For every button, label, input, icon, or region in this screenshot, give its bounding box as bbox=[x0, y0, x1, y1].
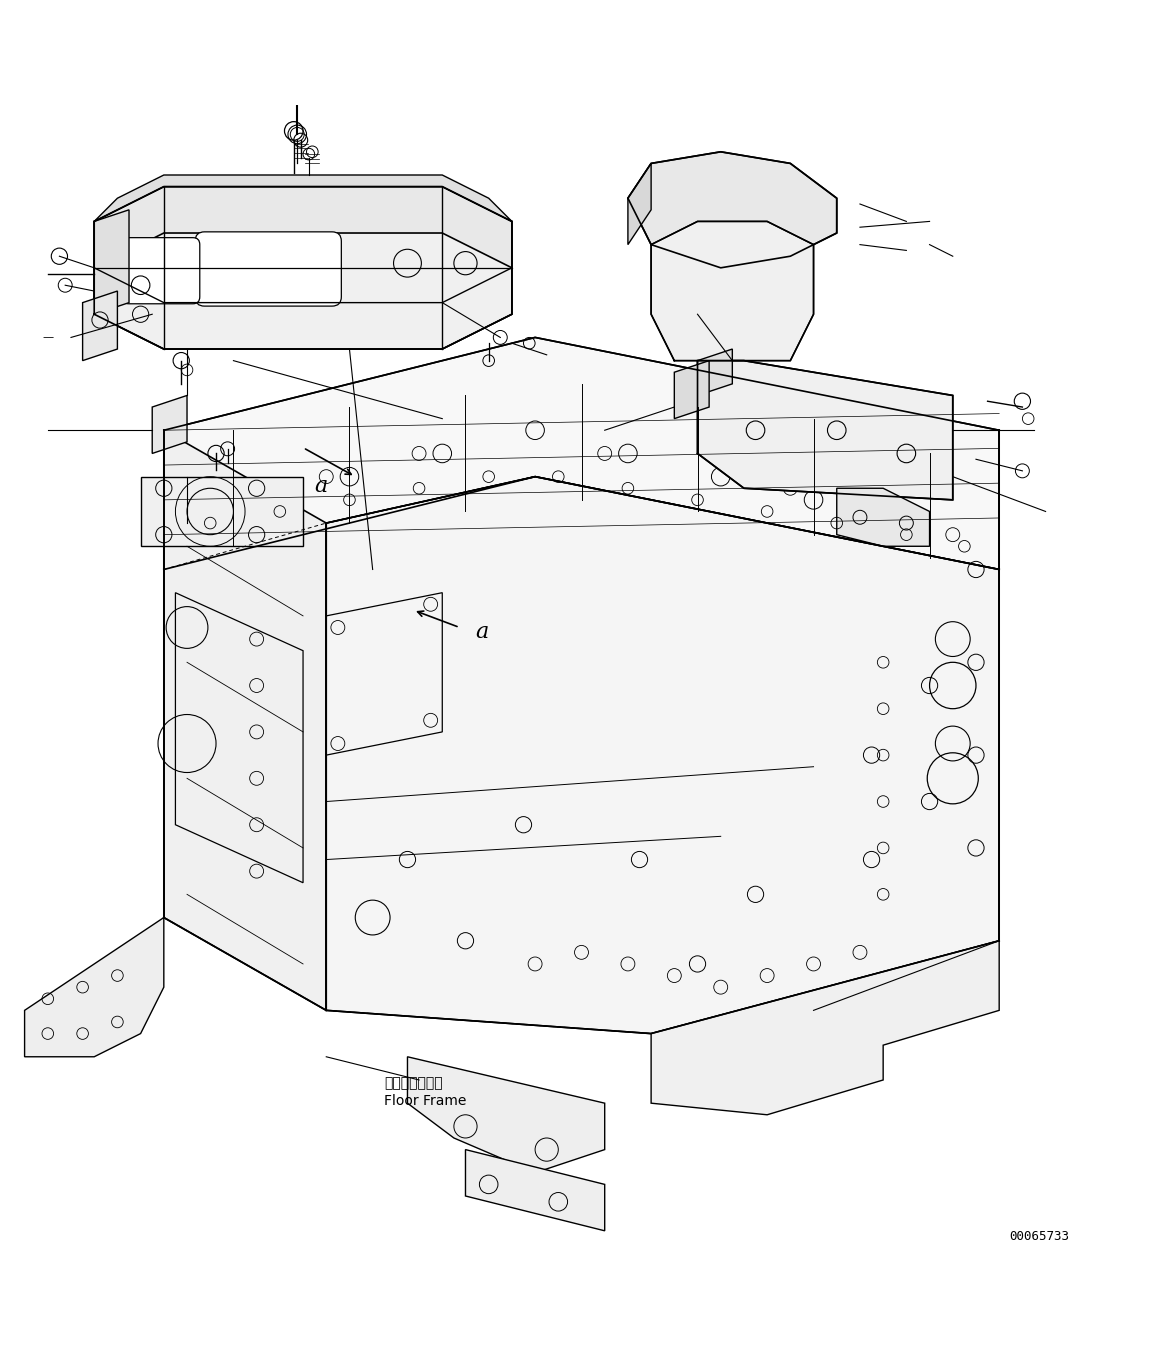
Text: a: a bbox=[475, 621, 488, 643]
Text: 00065733: 00065733 bbox=[1008, 1230, 1069, 1243]
Polygon shape bbox=[698, 361, 952, 500]
Polygon shape bbox=[83, 291, 117, 361]
Polygon shape bbox=[94, 210, 129, 314]
Polygon shape bbox=[651, 221, 814, 361]
Polygon shape bbox=[628, 163, 651, 244]
Text: —: — bbox=[42, 332, 53, 343]
Polygon shape bbox=[628, 152, 836, 267]
FancyBboxPatch shape bbox=[122, 237, 200, 304]
Polygon shape bbox=[152, 395, 187, 454]
Polygon shape bbox=[164, 337, 999, 569]
FancyBboxPatch shape bbox=[195, 232, 341, 306]
Polygon shape bbox=[465, 1150, 605, 1231]
Polygon shape bbox=[141, 477, 304, 546]
Text: フロアフレーム: フロアフレーム bbox=[384, 1076, 443, 1090]
Polygon shape bbox=[407, 1057, 605, 1172]
Text: a: a bbox=[315, 474, 328, 496]
Polygon shape bbox=[675, 361, 709, 418]
Polygon shape bbox=[94, 186, 512, 267]
Polygon shape bbox=[94, 175, 512, 221]
Polygon shape bbox=[164, 430, 327, 1010]
Text: Floor Frame: Floor Frame bbox=[384, 1094, 466, 1108]
Polygon shape bbox=[94, 186, 512, 350]
Polygon shape bbox=[24, 917, 164, 1057]
Polygon shape bbox=[836, 488, 929, 546]
Polygon shape bbox=[698, 350, 733, 395]
Polygon shape bbox=[651, 941, 999, 1115]
Polygon shape bbox=[327, 477, 999, 1034]
